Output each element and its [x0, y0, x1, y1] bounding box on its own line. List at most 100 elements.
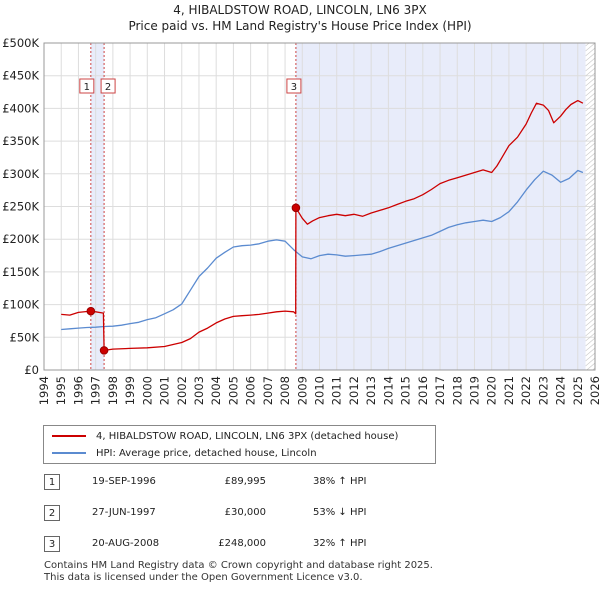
hatch-line	[585, 292, 595, 302]
hatch-line	[585, 202, 595, 212]
hatch-line	[585, 167, 595, 177]
price-chart: 1 2 3 £0 £50K £100K £150K £200K £250K £300K £350K £…	[2, 36, 600, 405]
transaction-price: £30,000	[224, 507, 266, 518]
hatch-line	[585, 357, 595, 367]
hatch-line	[585, 237, 595, 247]
hatch-line	[585, 257, 595, 267]
x-tick-label: 2022	[519, 376, 533, 405]
hatch-line	[585, 207, 595, 217]
hatch-line	[585, 187, 595, 197]
hatch-line	[585, 272, 595, 282]
y-tick-label: £100K	[2, 298, 39, 312]
hatch-line	[585, 242, 595, 252]
hatch-line	[585, 232, 595, 242]
x-tick-label: 2015	[399, 376, 413, 405]
series-line	[61, 99, 584, 352]
transaction-hpi: 32% ↑ HPI	[313, 538, 367, 549]
sale-badge-label: 2	[105, 82, 111, 93]
sale-badge-label: 3	[291, 82, 297, 93]
x-tick-label: 2010	[313, 376, 327, 405]
hatch-line	[585, 227, 595, 237]
legend-label-property: 4, HIBALDSTOW ROAD, LINCOLN, LN6 3PX (de…	[96, 430, 399, 442]
hatch-line	[585, 72, 595, 82]
y-tick-label: £50K	[10, 330, 40, 344]
hatch-line	[585, 267, 595, 277]
hatch-line	[585, 162, 595, 172]
x-tick-label: 2021	[502, 376, 516, 405]
hatch-line	[585, 97, 595, 107]
hatch-line	[585, 327, 595, 337]
x-tick-label: 2004	[209, 376, 223, 405]
hatch-line	[585, 317, 595, 327]
hatch-line	[585, 197, 595, 207]
x-tick-label: 1994	[37, 376, 51, 405]
hatch-line	[585, 247, 595, 257]
hatch-line	[585, 112, 595, 122]
hatch-line	[585, 332, 595, 342]
chart-title: 4, HIBALDSTOW ROAD, LINCOLN, LN6 3PX	[173, 3, 427, 17]
legend-swatch-property	[52, 435, 86, 437]
transaction-date: 20-AUG-2008	[92, 538, 160, 549]
hatch-line	[585, 47, 595, 57]
hatch-line	[585, 57, 595, 67]
x-tick-label: 2025	[571, 376, 585, 405]
x-tick-label: 2009	[295, 376, 309, 405]
transaction-badge: 1	[44, 474, 60, 490]
y-tick-label: £500K	[2, 36, 39, 50]
transaction-badge: 2	[44, 505, 60, 521]
hatch-line	[585, 82, 595, 92]
x-tick-label: 2023	[536, 376, 550, 405]
y-tick-label: £200K	[2, 232, 39, 246]
hatch-line	[585, 217, 595, 227]
footer-licence: This data is licensed under the Open Gov…	[44, 572, 363, 583]
hatch-line	[585, 122, 595, 132]
hatch-line	[585, 102, 595, 112]
hatch-line	[585, 43, 590, 47]
legend-swatch-hpi	[52, 452, 86, 454]
transaction-price: £248,000	[218, 538, 266, 549]
sale-badge-box	[100, 78, 116, 94]
transaction-date: 19-SEP-1996	[92, 476, 156, 487]
transaction-hpi: 53% ↓ HPI	[313, 507, 367, 518]
sale-point	[99, 346, 109, 355]
x-tick-label: 2018	[450, 376, 464, 405]
hatch-line	[585, 107, 595, 117]
legend-item-hpi: HPI: Average price, detached house, Linc…	[52, 445, 317, 461]
hatch-line	[585, 43, 595, 52]
x-tick-label: 2006	[244, 376, 258, 405]
y-tick-label: £250K	[2, 200, 39, 214]
x-tick-label: 2012	[347, 376, 361, 405]
hatch-line	[585, 182, 595, 192]
hatch-line	[585, 222, 595, 232]
x-tick-label: 2013	[364, 376, 378, 405]
hatch-line	[585, 252, 595, 262]
hatch-line	[585, 347, 595, 357]
x-tick-label: 2014	[381, 376, 395, 405]
hatch-line	[585, 87, 595, 97]
hatch-line	[585, 92, 595, 102]
y-tick-label: £350K	[2, 134, 39, 148]
transaction-badge: 3	[44, 536, 60, 552]
transaction-hpi: 38% ↑ HPI	[313, 476, 367, 487]
hatch-line	[585, 157, 595, 167]
hatch-line	[585, 337, 595, 347]
hatch-line	[585, 287, 595, 297]
y-tick-label: £300K	[2, 167, 39, 181]
plot-border	[43, 42, 596, 371]
sale-badge-box	[79, 78, 95, 94]
x-tick-label: 2020	[485, 376, 499, 405]
hatch-line	[585, 312, 595, 322]
hatch-line	[585, 152, 595, 162]
x-tick-label: 2003	[192, 376, 206, 405]
hatch-line	[585, 142, 595, 152]
hatch-line	[585, 172, 595, 182]
hatch-line	[585, 307, 595, 317]
hatch-line	[585, 132, 595, 142]
x-tick-label: 1996	[71, 376, 85, 405]
hatch-line	[585, 127, 595, 137]
transaction-date: 27-JUN-1997	[92, 507, 156, 518]
chart-subtitle: Price paid vs. HM Land Registry's House …	[128, 19, 472, 33]
hatch-line	[585, 137, 595, 147]
legend-label-hpi: HPI: Average price, detached house, Linc…	[96, 447, 317, 459]
y-tick-label: £400K	[2, 101, 39, 115]
